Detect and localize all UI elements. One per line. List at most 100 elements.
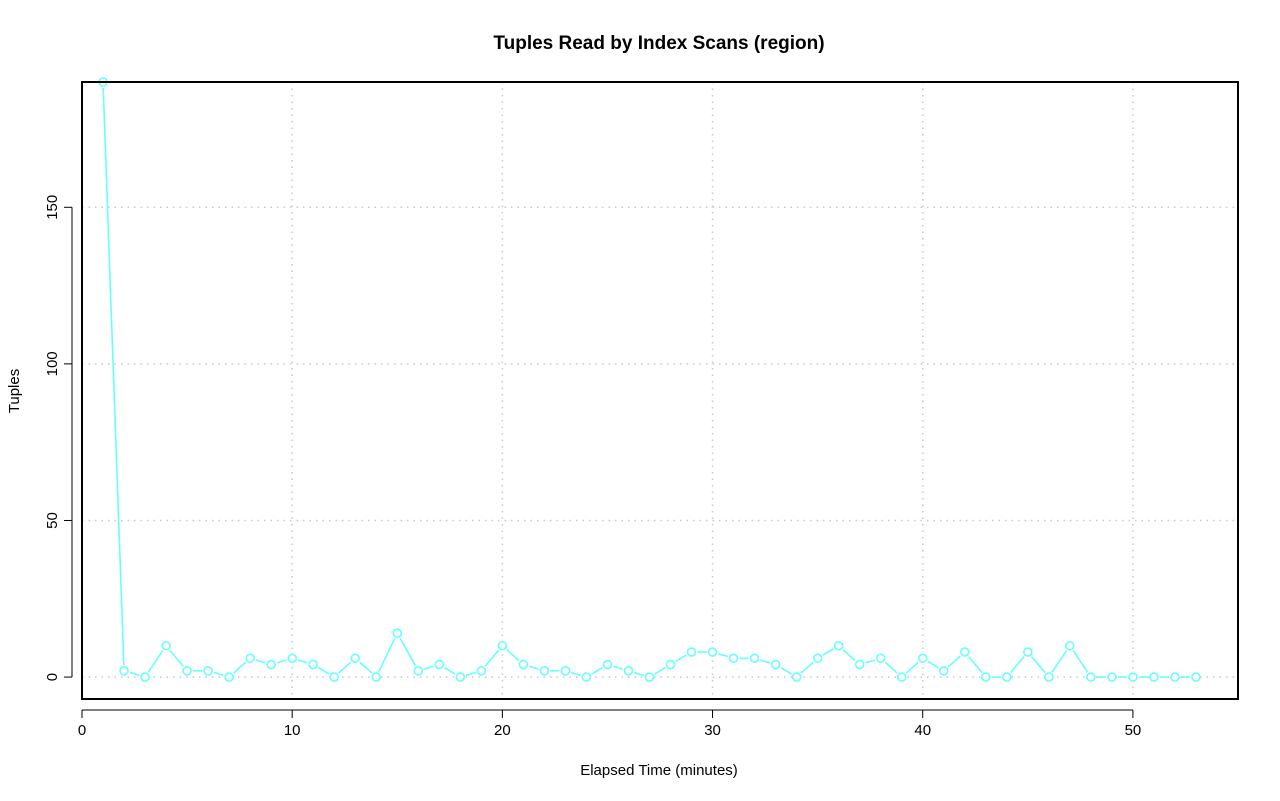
series-segment	[1031, 656, 1046, 673]
series-segment	[233, 661, 247, 674]
data-point	[140, 672, 150, 682]
series-segment	[905, 661, 919, 674]
series-segment	[842, 649, 856, 662]
series-segment	[968, 656, 983, 673]
x-tick-label: 40	[914, 722, 931, 739]
series-segment	[276, 659, 287, 664]
data-point	[287, 653, 297, 664]
series-segment	[718, 652, 729, 658]
data-point	[1170, 672, 1180, 682]
series-segment	[255, 659, 266, 664]
series-segment	[884, 661, 898, 674]
y-tick-label: 0	[44, 673, 61, 681]
data-point	[665, 659, 676, 670]
data-point	[308, 659, 319, 670]
data-point	[854, 659, 865, 670]
data-point	[1023, 647, 1033, 657]
series-segment	[633, 671, 644, 677]
data-point	[623, 666, 634, 676]
series-segment	[338, 661, 352, 674]
data-point	[1044, 672, 1054, 682]
series-segment	[359, 661, 373, 674]
x-tick-label: 0	[78, 722, 86, 739]
data-point	[392, 628, 403, 639]
data-point	[875, 653, 886, 664]
x-axis: 0 10 20 30 40 50	[78, 709, 1142, 739]
series-segment	[317, 666, 330, 675]
data-point	[749, 653, 760, 664]
series-segment	[378, 638, 396, 673]
plot-frame	[81, 81, 1239, 700]
data-point	[539, 666, 550, 676]
y-tick-label: 50	[44, 512, 61, 529]
series-segment	[1072, 650, 1089, 673]
series-segment	[169, 649, 184, 667]
data-point	[896, 672, 907, 682]
series-segment	[528, 665, 539, 670]
series-segment	[760, 659, 771, 664]
data-point	[1086, 672, 1096, 682]
data-point	[518, 659, 529, 670]
chart-title: Tuples Read by Index Scans (region)	[493, 33, 824, 54]
series-segment	[612, 665, 623, 670]
data-point	[182, 666, 192, 676]
series-segment	[780, 666, 792, 675]
series-segment	[102, 87, 125, 665]
series-segment	[297, 659, 308, 664]
data-point	[476, 666, 487, 676]
x-tick-label: 10	[284, 722, 301, 739]
series-segment	[591, 666, 603, 675]
series-segment	[465, 671, 476, 677]
series-segment	[484, 649, 500, 667]
data-point	[119, 666, 129, 676]
series-segment	[129, 671, 140, 677]
series-segment	[147, 650, 164, 673]
series-segment	[506, 649, 520, 662]
data-point	[497, 640, 508, 651]
series-segment	[865, 659, 876, 664]
data-point	[455, 672, 466, 682]
data-point	[245, 653, 255, 664]
data-point	[581, 672, 592, 682]
data-point	[1107, 672, 1117, 682]
data-point	[434, 659, 445, 670]
data-point	[980, 672, 991, 682]
y-tick-label: 100	[44, 351, 61, 376]
series-segment	[654, 666, 666, 675]
data-point	[329, 672, 340, 682]
data-point	[770, 659, 781, 670]
data-point	[959, 647, 970, 657]
data-point	[686, 647, 697, 657]
data-points	[98, 77, 1201, 682]
series-segment	[927, 660, 940, 669]
data-point	[161, 640, 171, 651]
data-point	[644, 672, 655, 682]
data-point	[350, 653, 361, 664]
data-point	[707, 647, 718, 657]
series-segment	[800, 661, 814, 674]
data-point	[266, 659, 276, 670]
y-axis: 0 50 100 150	[44, 195, 73, 681]
data-point	[413, 666, 424, 676]
data-point	[602, 659, 613, 670]
x-axis-label: Elapsed Time (minutes)	[580, 762, 738, 779]
grid	[81, 82, 1238, 699]
series-segment	[822, 648, 834, 656]
data-point	[1001, 672, 1012, 682]
series-segment	[1051, 650, 1068, 673]
data-point	[203, 666, 213, 676]
series-segment	[675, 654, 687, 663]
series-segment	[213, 671, 224, 677]
data-point	[1128, 672, 1138, 682]
data-point	[833, 640, 844, 651]
data-point	[1149, 672, 1159, 682]
series-segment	[570, 671, 581, 677]
x-tick-label: 50	[1125, 722, 1142, 739]
data-point	[812, 653, 823, 664]
data-point	[224, 672, 234, 682]
x-tick-label: 30	[704, 722, 721, 739]
data-point	[938, 666, 949, 676]
series-line-group	[102, 87, 1190, 678]
data-point	[371, 672, 382, 682]
